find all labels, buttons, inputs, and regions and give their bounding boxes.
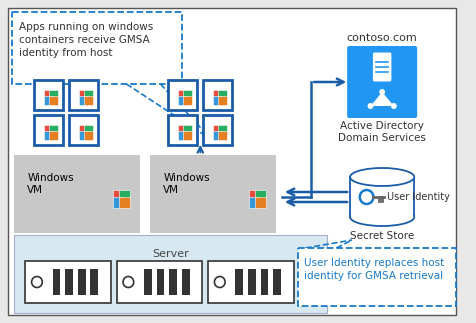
Circle shape — [214, 276, 225, 287]
Bar — [248, 269, 255, 295]
FancyBboxPatch shape — [168, 80, 197, 110]
Text: Secret Store: Secret Store — [349, 231, 414, 241]
Circle shape — [31, 276, 42, 287]
Bar — [52, 269, 60, 295]
Bar — [178, 125, 187, 134]
Circle shape — [378, 89, 384, 95]
Circle shape — [123, 276, 133, 287]
Bar — [235, 269, 243, 295]
Bar — [248, 190, 259, 201]
Circle shape — [367, 103, 373, 109]
FancyBboxPatch shape — [372, 53, 391, 81]
Text: Server: Server — [151, 249, 188, 259]
Circle shape — [390, 103, 396, 109]
Bar — [49, 125, 58, 134]
Bar — [218, 96, 227, 105]
Ellipse shape — [349, 168, 413, 186]
Bar — [178, 90, 187, 99]
Text: Active Directory
Domain Services: Active Directory Domain Services — [337, 121, 425, 143]
Bar — [79, 96, 88, 105]
FancyBboxPatch shape — [69, 80, 98, 110]
Bar — [14, 155, 140, 233]
Bar — [49, 96, 58, 105]
Bar — [178, 130, 187, 140]
Bar — [84, 96, 93, 105]
FancyBboxPatch shape — [203, 80, 232, 110]
Bar — [119, 197, 129, 207]
Text: User Identity replaces host
identity for GMSA retrieval: User Identity replaces host identity for… — [304, 258, 444, 281]
FancyBboxPatch shape — [11, 12, 181, 84]
Bar — [260, 269, 268, 295]
Bar — [78, 269, 85, 295]
Text: contoso.com: contoso.com — [346, 33, 416, 43]
Bar — [43, 90, 52, 99]
Bar — [49, 90, 58, 99]
Bar — [84, 125, 93, 134]
Text: Windows
VM: Windows VM — [163, 173, 209, 195]
Bar — [273, 269, 280, 295]
Bar — [84, 90, 93, 99]
FancyBboxPatch shape — [117, 261, 202, 303]
FancyBboxPatch shape — [208, 261, 293, 303]
Bar — [218, 90, 227, 99]
Bar — [349, 177, 413, 217]
Bar — [49, 130, 58, 140]
Ellipse shape — [349, 208, 413, 226]
Bar — [178, 96, 187, 105]
FancyBboxPatch shape — [347, 46, 416, 118]
Circle shape — [359, 190, 373, 204]
FancyBboxPatch shape — [168, 115, 197, 145]
Bar — [169, 269, 177, 295]
Bar — [14, 235, 326, 313]
Bar — [212, 90, 221, 99]
FancyBboxPatch shape — [34, 115, 63, 145]
Bar — [212, 96, 221, 105]
Text: User Identity: User Identity — [386, 192, 449, 202]
FancyBboxPatch shape — [297, 248, 455, 306]
Bar — [65, 269, 73, 295]
Bar — [350, 177, 412, 217]
Bar — [218, 125, 227, 134]
Bar — [84, 130, 93, 140]
Bar — [79, 130, 88, 140]
Bar — [255, 197, 266, 207]
Text: Apps running on windows
containers receive GMSA
identity from host: Apps running on windows containers recei… — [20, 22, 153, 58]
Bar — [248, 197, 259, 207]
Bar — [112, 197, 123, 207]
Bar — [181, 269, 189, 295]
Bar — [212, 125, 221, 134]
Bar — [43, 96, 52, 105]
FancyBboxPatch shape — [69, 115, 98, 145]
Bar — [119, 190, 129, 201]
FancyBboxPatch shape — [203, 115, 232, 145]
Bar — [79, 125, 88, 134]
Bar — [43, 125, 52, 134]
Bar — [144, 269, 151, 295]
Bar — [183, 96, 192, 105]
Bar — [183, 125, 192, 134]
FancyBboxPatch shape — [34, 80, 63, 110]
Polygon shape — [370, 92, 393, 106]
Bar — [183, 130, 192, 140]
Bar — [255, 190, 266, 201]
FancyBboxPatch shape — [25, 261, 110, 303]
Bar — [149, 155, 276, 233]
Bar — [183, 90, 192, 99]
Bar — [79, 90, 88, 99]
Bar — [112, 190, 123, 201]
Bar — [212, 130, 221, 140]
Bar — [218, 130, 227, 140]
Bar — [43, 130, 52, 140]
Text: Windows
VM: Windows VM — [27, 173, 74, 195]
Bar — [90, 269, 98, 295]
Bar — [156, 269, 164, 295]
